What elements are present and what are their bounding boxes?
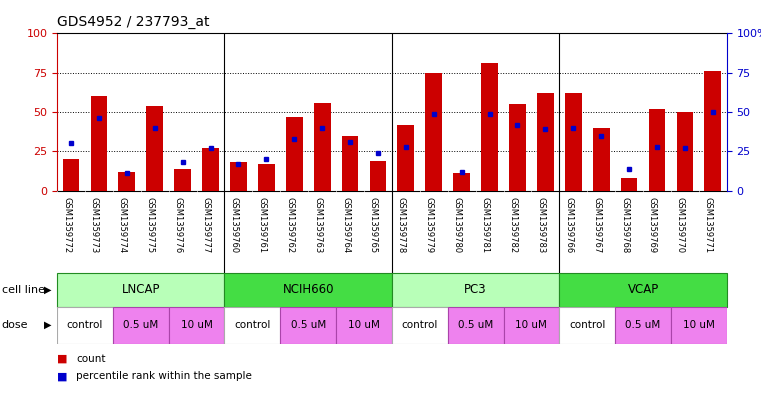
Text: GSM1359781: GSM1359781 bbox=[481, 197, 489, 253]
Text: ▶: ▶ bbox=[43, 320, 51, 330]
Text: GSM1359771: GSM1359771 bbox=[704, 197, 713, 253]
Text: GSM1359760: GSM1359760 bbox=[230, 197, 238, 253]
Bar bbox=[677, 112, 693, 191]
Bar bbox=[370, 161, 387, 191]
Text: GSM1359767: GSM1359767 bbox=[592, 197, 601, 253]
Bar bbox=[392, 273, 559, 307]
Text: GDS4952 / 237793_at: GDS4952 / 237793_at bbox=[57, 15, 209, 29]
Text: GSM1359770: GSM1359770 bbox=[676, 197, 685, 253]
Bar bbox=[481, 63, 498, 191]
Text: NCIH660: NCIH660 bbox=[282, 283, 334, 296]
Text: GSM1359775: GSM1359775 bbox=[146, 197, 154, 253]
Text: VCAP: VCAP bbox=[627, 283, 659, 296]
Bar bbox=[119, 172, 135, 191]
Bar bbox=[169, 307, 224, 344]
Bar bbox=[230, 162, 247, 191]
Text: GSM1359766: GSM1359766 bbox=[565, 197, 573, 253]
Bar bbox=[392, 307, 447, 344]
Bar bbox=[202, 148, 219, 191]
Bar bbox=[397, 125, 414, 191]
Text: control: control bbox=[234, 320, 271, 330]
Text: ■: ■ bbox=[57, 354, 68, 364]
Text: GSM1359769: GSM1359769 bbox=[648, 197, 657, 253]
Text: GSM1359777: GSM1359777 bbox=[202, 197, 211, 253]
Bar bbox=[146, 106, 163, 191]
Text: GSM1359773: GSM1359773 bbox=[90, 197, 99, 253]
Bar bbox=[57, 307, 113, 344]
Text: 10 uM: 10 uM bbox=[348, 320, 380, 330]
Bar bbox=[705, 71, 721, 191]
Text: GSM1359779: GSM1359779 bbox=[425, 197, 434, 253]
Bar bbox=[621, 178, 638, 191]
Bar bbox=[286, 117, 303, 191]
Text: GSM1359768: GSM1359768 bbox=[620, 197, 629, 253]
Bar bbox=[565, 93, 581, 191]
Text: 0.5 uM: 0.5 uM bbox=[458, 320, 493, 330]
Text: GSM1359780: GSM1359780 bbox=[453, 197, 462, 253]
Text: 10 uM: 10 uM bbox=[683, 320, 715, 330]
Bar bbox=[593, 128, 610, 191]
Bar bbox=[537, 93, 554, 191]
Bar bbox=[454, 173, 470, 191]
Text: ■: ■ bbox=[57, 371, 68, 381]
Bar bbox=[504, 307, 559, 344]
Bar bbox=[648, 109, 665, 191]
Text: GSM1359783: GSM1359783 bbox=[537, 197, 546, 253]
Text: GSM1359764: GSM1359764 bbox=[341, 197, 350, 253]
Text: PC3: PC3 bbox=[464, 283, 487, 296]
Text: ▶: ▶ bbox=[43, 285, 51, 295]
Bar bbox=[258, 164, 275, 191]
Bar bbox=[174, 169, 191, 191]
Text: GSM1359761: GSM1359761 bbox=[257, 197, 266, 253]
Bar bbox=[671, 307, 727, 344]
Bar bbox=[615, 307, 671, 344]
Text: GSM1359772: GSM1359772 bbox=[62, 197, 71, 253]
Bar bbox=[425, 73, 442, 191]
Text: dose: dose bbox=[2, 320, 28, 330]
Bar bbox=[62, 159, 79, 191]
Text: GSM1359782: GSM1359782 bbox=[508, 197, 517, 253]
Bar bbox=[224, 307, 280, 344]
Text: GSM1359763: GSM1359763 bbox=[314, 197, 322, 253]
Text: GSM1359774: GSM1359774 bbox=[118, 197, 127, 253]
Bar bbox=[113, 307, 169, 344]
Bar bbox=[342, 136, 358, 191]
Text: GSM1359762: GSM1359762 bbox=[285, 197, 295, 253]
Bar bbox=[314, 103, 330, 191]
Bar bbox=[57, 273, 224, 307]
Text: 0.5 uM: 0.5 uM bbox=[626, 320, 661, 330]
Text: 0.5 uM: 0.5 uM bbox=[291, 320, 326, 330]
Text: cell line: cell line bbox=[2, 285, 45, 295]
Text: percentile rank within the sample: percentile rank within the sample bbox=[76, 371, 252, 381]
Bar bbox=[509, 104, 526, 191]
Text: GSM1359765: GSM1359765 bbox=[369, 197, 378, 253]
Text: GSM1359778: GSM1359778 bbox=[397, 197, 406, 253]
Text: control: control bbox=[569, 320, 606, 330]
Bar bbox=[91, 96, 107, 191]
Bar bbox=[280, 307, 336, 344]
Text: 10 uM: 10 uM bbox=[515, 320, 547, 330]
Text: 10 uM: 10 uM bbox=[180, 320, 212, 330]
Bar bbox=[224, 273, 392, 307]
Text: 0.5 uM: 0.5 uM bbox=[123, 320, 158, 330]
Text: count: count bbox=[76, 354, 106, 364]
Text: LNCAP: LNCAP bbox=[122, 283, 160, 296]
Text: GSM1359776: GSM1359776 bbox=[174, 197, 183, 253]
Bar bbox=[559, 307, 615, 344]
Text: control: control bbox=[402, 320, 438, 330]
Text: control: control bbox=[67, 320, 103, 330]
Bar bbox=[336, 307, 392, 344]
Bar bbox=[559, 273, 727, 307]
Bar bbox=[447, 307, 504, 344]
